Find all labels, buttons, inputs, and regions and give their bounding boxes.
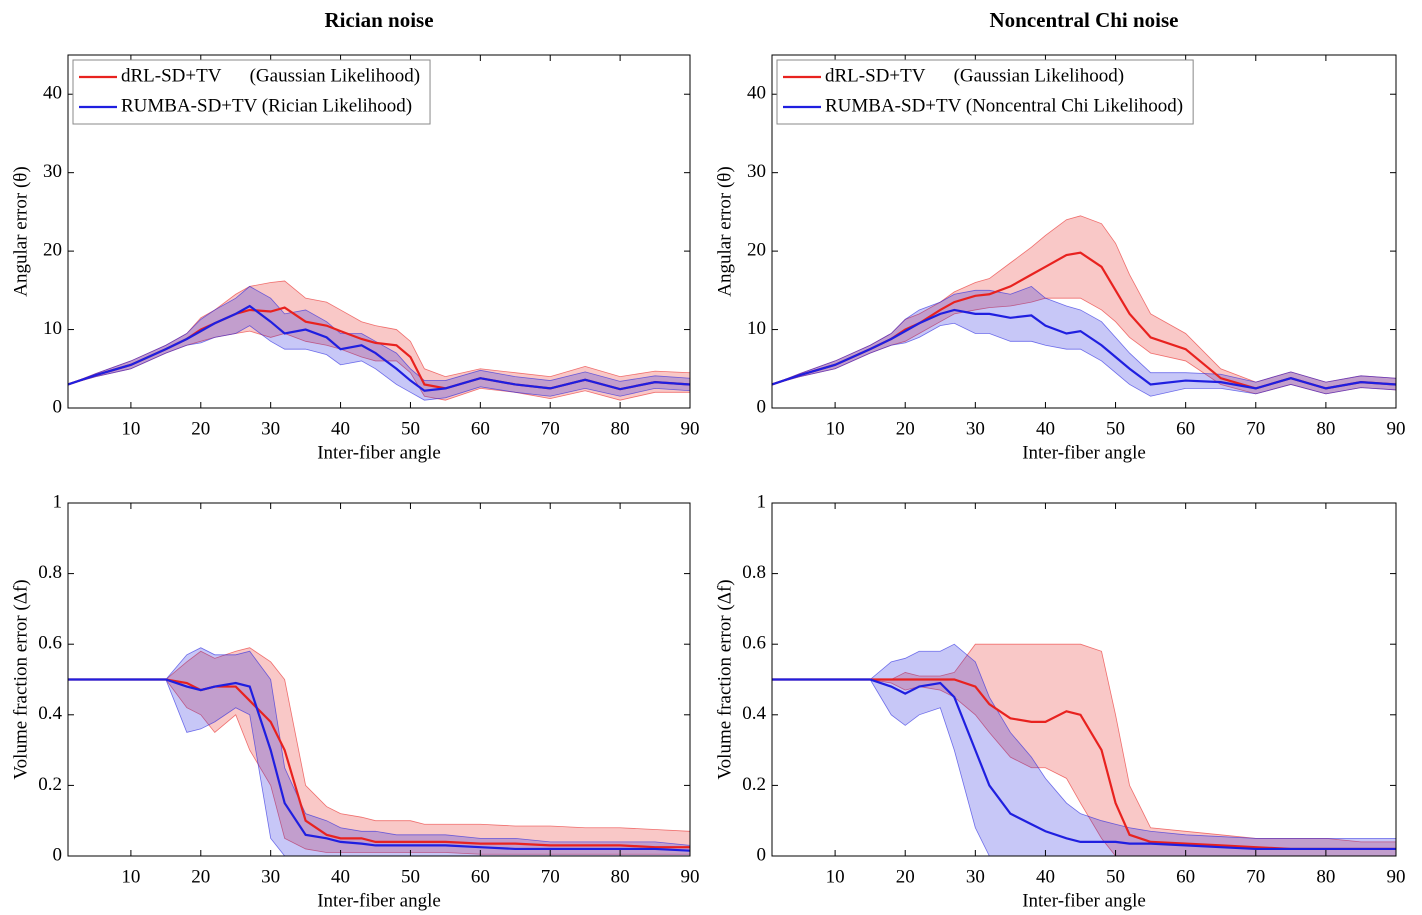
axes-box xyxy=(67,54,691,409)
x-tick-label: 80 xyxy=(1316,866,1335,887)
x-tick-label: 70 xyxy=(541,866,560,887)
axes-box xyxy=(67,502,691,857)
x-tick-label: 40 xyxy=(1036,866,1055,887)
chart-title: Noncentral Chi noise xyxy=(990,8,1179,32)
x-tick-label: 20 xyxy=(191,866,210,887)
line xyxy=(771,308,1397,390)
x-tick-label: 80 xyxy=(611,866,630,887)
legend-box xyxy=(72,59,431,125)
x-tick-label: 50 xyxy=(1106,418,1125,439)
y-tick-label: 0 xyxy=(757,396,767,417)
y-axis-label: Volume fraction error (Δf) xyxy=(10,579,31,779)
legend-label: RUMBA-SD+TV (Noncentral Chi Likelihood) xyxy=(825,95,1183,116)
y-tick-label: 0.4 xyxy=(38,703,62,724)
x-axis-label: Inter-fiber angle xyxy=(317,890,441,911)
x-tick-label: 60 xyxy=(471,866,490,887)
y-tick-label: 1 xyxy=(757,491,767,512)
y-tick-label: 40 xyxy=(43,83,62,104)
y-tick-label: 0 xyxy=(53,396,63,417)
x-tick-label: 10 xyxy=(121,418,140,439)
x-tick-label: 60 xyxy=(1176,866,1195,887)
x-tick-label: 50 xyxy=(401,418,420,439)
x-tick-label: 10 xyxy=(121,866,140,887)
y-tick-label: 0.8 xyxy=(38,562,62,583)
y-tick-label: 0.8 xyxy=(742,562,766,583)
y-tick-label: 20 xyxy=(747,239,766,260)
y-tick-label: 40 xyxy=(747,83,766,104)
x-axis-label: Inter-fiber angle xyxy=(1022,890,1146,911)
x-tick-label: 30 xyxy=(261,866,280,887)
x-axis-label: Inter-fiber angle xyxy=(317,442,441,463)
x-tick-label: 40 xyxy=(1036,418,1055,439)
line xyxy=(67,304,691,392)
x-tick-label: 30 xyxy=(966,418,985,439)
y-tick-label: 0.2 xyxy=(38,774,62,795)
x-tick-label: 40 xyxy=(331,418,350,439)
y-axis-label: Angular error (θ) xyxy=(10,166,31,296)
line xyxy=(772,678,1396,851)
x-tick-label: 20 xyxy=(896,418,915,439)
x-tick-label: 10 xyxy=(826,866,845,887)
x-tick-label: 20 xyxy=(191,418,210,439)
x-tick-label: 90 xyxy=(681,866,700,887)
x-tick-label: 70 xyxy=(541,418,560,439)
legend-box xyxy=(776,59,1194,125)
y-tick-label: 0 xyxy=(53,844,63,865)
y-tick-label: 30 xyxy=(747,161,766,182)
chart-title: Rician noise xyxy=(324,8,433,32)
legend-label: dRL-SD+TV (Gaussian Likelihood) xyxy=(121,65,420,86)
y-tick-label: 0.6 xyxy=(38,633,62,654)
y-tick-label: 20 xyxy=(43,239,62,260)
x-tick-label: 70 xyxy=(1246,866,1265,887)
line xyxy=(68,678,691,852)
x-tick-label: 50 xyxy=(401,866,420,887)
y-tick-label: 1 xyxy=(53,491,63,512)
legend-label: dRL-SD+TV (Gaussian Likelihood) xyxy=(825,65,1124,86)
x-tick-label: 60 xyxy=(471,418,490,439)
legend-label: RUMBA-SD+TV (Rician Likelihood) xyxy=(121,95,412,116)
y-tick-label: 0.2 xyxy=(742,774,766,795)
x-tick-label: 20 xyxy=(896,866,915,887)
y-tick-label: 0.4 xyxy=(742,703,766,724)
y-axis-label: Volume fraction error (Δf) xyxy=(714,579,735,779)
x-tick-label: 70 xyxy=(1246,418,1265,439)
line xyxy=(772,678,1396,851)
x-tick-label: 90 xyxy=(681,418,700,439)
y-axis-label: Angular error (θ) xyxy=(714,166,735,296)
y-tick-label: 30 xyxy=(43,161,62,182)
x-tick-label: 60 xyxy=(1176,418,1195,439)
x-tick-label: 80 xyxy=(1316,418,1335,439)
x-tick-label: 10 xyxy=(826,418,845,439)
x-axis-label: Inter-fiber angle xyxy=(1022,442,1146,463)
axes-box xyxy=(771,54,1397,409)
line xyxy=(68,678,690,849)
y-tick-label: 0.6 xyxy=(742,633,766,654)
x-tick-label: 90 xyxy=(1387,866,1406,887)
x-tick-label: 90 xyxy=(1387,418,1406,439)
x-tick-label: 80 xyxy=(611,418,630,439)
y-tick-label: 10 xyxy=(43,318,62,339)
y-tick-label: 10 xyxy=(747,318,766,339)
x-tick-label: 40 xyxy=(331,866,350,887)
x-tick-label: 30 xyxy=(966,866,985,887)
x-tick-label: 50 xyxy=(1106,866,1125,887)
axes-box xyxy=(771,502,1397,857)
x-tick-label: 30 xyxy=(261,418,280,439)
y-tick-label: 0 xyxy=(757,844,767,865)
